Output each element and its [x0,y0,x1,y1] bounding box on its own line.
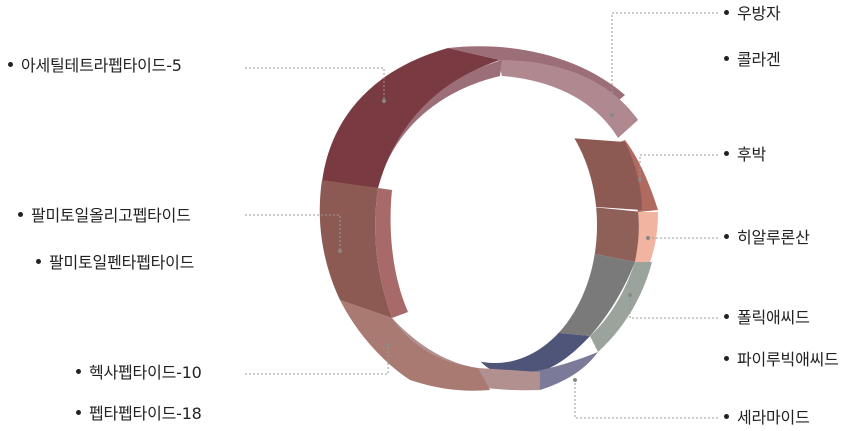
leader-acetyl [245,67,385,100]
anchor-hexa [386,343,390,347]
bullet-icon [724,151,729,156]
segment-rose-bottom [392,318,540,391]
label-heptapeptide-18: 펩타펩타이드-18 [76,404,202,424]
leader-ceramide [574,380,718,419]
bullet-icon [8,62,13,67]
label-text: 콜라겐 [737,50,781,69]
segment-lavender [530,352,598,390]
ring-inner-opening [393,87,597,363]
label-text: 히알루론산 [737,228,810,247]
label-hyaluronic-acid: 히알루론산 [724,228,810,248]
anchor-ceramide [573,378,577,382]
anchor-ubangja [610,113,614,117]
anchor-palmitoyl [338,249,342,253]
segment-maroon [322,48,500,188]
leader-ubangja [611,12,718,115]
label-hexapeptide-10: 헥사펩타이드-10 [76,363,202,383]
label-text: 팔미토일펜타펩타이드 [49,253,195,272]
anchor-hubak [638,178,642,182]
label-text: 폴릭애씨드 [737,308,810,327]
anchor-acetyl [382,99,386,103]
leader-polyacid [629,295,718,319]
label-text: 세라마이드 [737,408,810,427]
bullet-icon [36,259,41,264]
label-text: 팔미토일올리고펩타이드 [31,206,191,225]
label-pyruvic-acid: 파이루빅애씨드 [724,350,839,370]
label-palmitoyl-pentapeptide: 팔미토일펜타펩타이드 [36,253,194,273]
label-folic-acid: 폴릭애씨드 [724,308,810,328]
bullet-icon [724,10,729,15]
bullet-icon [76,369,81,374]
label-acetyltetrapeptide: 아세틸테트라펩타이드-5 [8,56,182,76]
segment-rose-top [498,60,638,138]
leader-hexa [245,345,389,375]
label-text: 후박 [737,145,767,164]
label-text: 우방자 [737,4,781,23]
leader-hubak [639,154,718,180]
leader-palmitoyl [245,214,341,250]
bullet-icon [724,56,729,61]
label-text: 아세틸테트라펩타이드-5 [21,56,182,75]
label-ceramide: 세라마이드 [724,408,810,428]
bullet-icon [18,212,23,217]
segment-navy [478,330,590,376]
bullet-icon [724,234,729,239]
anchor-hyaluronic [646,236,650,240]
label-text: 파이루빅애씨드 [737,350,839,369]
label-palmitoyl-oligopeptide: 팔미토일올리고펩타이드 [18,206,191,226]
segment-rose-left-inner [375,188,408,318]
label-text: 헥사펩타이드-10 [89,363,202,382]
anchor-polyacid [628,293,632,297]
label-collagen: 콜라겐 [724,50,781,70]
label-hubak: 후박 [724,145,766,165]
segment-salmon-left [340,300,490,391]
bullet-icon [724,414,729,419]
bullet-icon [724,356,729,361]
bullet-icon [724,314,729,319]
segment-mauve-inner [378,60,502,188]
label-text: 펩타펩타이드-18 [89,404,202,423]
label-ubangja: 우방자 [724,4,781,24]
bullet-icon [76,410,81,415]
segment-sage [590,262,652,352]
